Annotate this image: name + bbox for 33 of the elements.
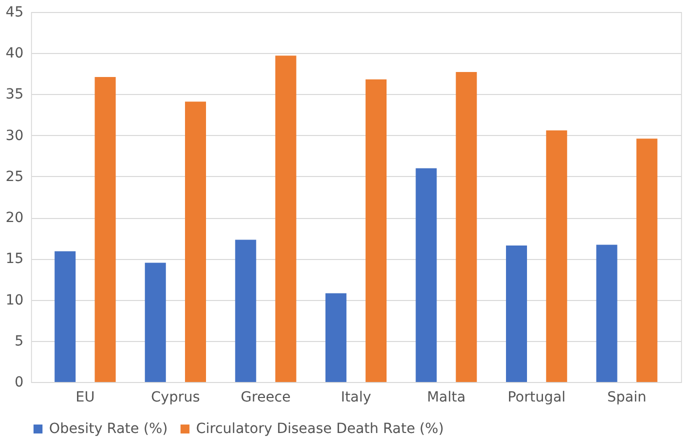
y-tick-label: 5 (14, 333, 24, 350)
bar (636, 138, 658, 382)
x-tick-label: Cyprus (151, 390, 200, 406)
y-tick-label: 35 (6, 86, 24, 103)
y-tick-label: 20 (6, 210, 24, 226)
bar (506, 246, 527, 382)
legend-label: Obesity Rate (%) (49, 421, 168, 437)
legend-label: Circulatory Disease Death Rate (%) (196, 421, 444, 437)
bar (144, 262, 166, 382)
bar (416, 168, 437, 382)
y-tick-label: 40 (6, 46, 24, 62)
bar (456, 72, 477, 382)
bar (235, 240, 256, 382)
bar (94, 76, 116, 382)
y-tick-label: 10 (6, 292, 24, 308)
bar (54, 251, 76, 382)
x-tick-label: Greece (240, 390, 291, 406)
bar (596, 244, 618, 382)
x-tick-label: EU (76, 390, 95, 406)
x-tick-label: Portugal (508, 390, 566, 406)
y-tick-label: 0 (14, 374, 24, 390)
x-tick-label: Malta (426, 390, 466, 406)
y-tick-label: 25 (6, 168, 24, 185)
x-tick-label: Spain (607, 390, 646, 406)
bar (185, 102, 206, 382)
bar (546, 130, 568, 382)
y-tick-label: 45 (6, 4, 24, 20)
bar (325, 293, 346, 382)
y-tick-label: 15 (6, 251, 24, 268)
x-tick-label: Italy (340, 390, 372, 406)
bar (366, 79, 387, 382)
bar (275, 56, 296, 382)
y-tick-label: 30 (6, 128, 24, 144)
